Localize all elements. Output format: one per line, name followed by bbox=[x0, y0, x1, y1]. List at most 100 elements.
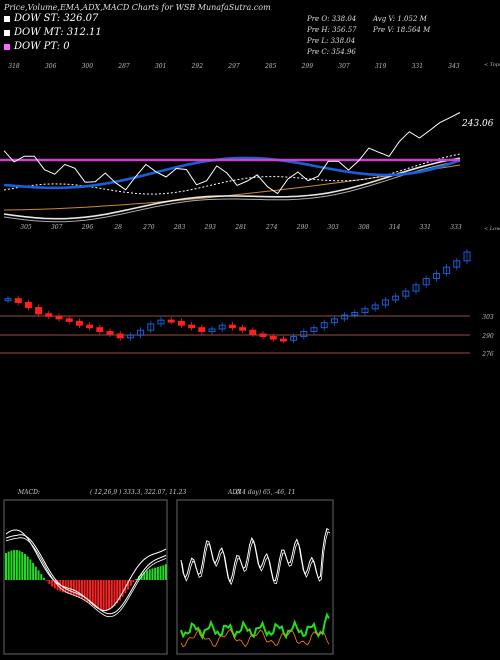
top-tick-label: 343 bbox=[448, 63, 460, 70]
candle-body bbox=[320, 322, 328, 329]
candle-body bbox=[65, 318, 73, 322]
candle-body bbox=[402, 290, 410, 297]
macd-histogram-bar bbox=[40, 574, 43, 580]
bottom-tick-label: 303 bbox=[327, 224, 339, 231]
candle-body bbox=[167, 319, 175, 323]
macd-histogram-bar bbox=[99, 580, 102, 610]
pre-low: Pre L: 338.04 bbox=[307, 37, 356, 45]
macd-histogram-bar bbox=[165, 564, 167, 580]
macd-title: MACD: bbox=[17, 489, 40, 496]
bottom-tick-label: 314 bbox=[389, 224, 401, 231]
candle-body bbox=[218, 324, 226, 330]
bottom-tick-label: 308 bbox=[358, 224, 370, 231]
candle-body bbox=[116, 333, 124, 339]
candle-body bbox=[371, 304, 379, 310]
macd-histogram-bar bbox=[83, 580, 86, 601]
top-tick-label: 299 bbox=[301, 63, 314, 70]
top-tick-label: 292 bbox=[191, 63, 204, 70]
bottom-tick-label: 290 bbox=[296, 224, 309, 231]
dow-pt-label: DOW PT: 0 bbox=[14, 41, 70, 52]
candle-body bbox=[208, 328, 216, 332]
top-tick-label: 318 bbox=[8, 63, 20, 70]
candle-body bbox=[341, 314, 349, 320]
dow-mt-legend: DOW MT: 312.11 bbox=[4, 27, 102, 38]
macd-histogram-bar bbox=[118, 580, 121, 601]
lows-label: < Lows bbox=[484, 226, 500, 232]
bottom-tick-label: 307 bbox=[51, 224, 63, 231]
macd-histogram-bar bbox=[89, 580, 92, 604]
macd-histogram-bar bbox=[45, 580, 48, 582]
macd-histogram-bar bbox=[23, 553, 26, 580]
minus-di-line bbox=[180, 628, 330, 648]
bottom-tick-label: 305 bbox=[20, 224, 32, 231]
plus-di-line bbox=[180, 612, 330, 640]
candle-body bbox=[228, 324, 236, 329]
dow-mt-label: DOW MT: 312.11 bbox=[14, 27, 102, 38]
macd-signal-line bbox=[5, 537, 167, 618]
ema-longest-line bbox=[3, 164, 461, 211]
dow-st-swatch bbox=[4, 15, 10, 22]
bottom-tick-label: 331 bbox=[420, 224, 431, 231]
adx-line bbox=[180, 527, 330, 583]
candle-body bbox=[35, 307, 43, 315]
tops-label: < Tops bbox=[484, 62, 500, 68]
dow-pt-swatch bbox=[4, 43, 10, 50]
candle-body bbox=[443, 266, 451, 274]
macd-histogram-bar bbox=[10, 550, 13, 580]
adx-panel-frame bbox=[176, 499, 334, 655]
top-tick-label: 301 bbox=[155, 63, 166, 70]
price-level-label: 290 bbox=[481, 333, 494, 340]
candle-body bbox=[392, 295, 400, 301]
macd-histogram-bar bbox=[151, 568, 154, 580]
candle-body bbox=[4, 298, 12, 302]
candle-body bbox=[239, 327, 247, 331]
macd-histogram-bar bbox=[13, 549, 16, 580]
candle-body bbox=[453, 260, 461, 268]
candle-body bbox=[290, 336, 298, 341]
macd-histogram-bar bbox=[113, 580, 116, 607]
bottom-tick-label: 281 bbox=[234, 224, 246, 231]
macd-histogram-bar bbox=[116, 580, 119, 604]
macd-histogram-bar bbox=[108, 580, 111, 610]
dow-mt-swatch bbox=[4, 29, 10, 36]
macd-histogram-bar bbox=[32, 562, 35, 580]
macd-histogram-bar bbox=[70, 580, 73, 595]
macd-histogram-bar bbox=[129, 580, 132, 586]
candle-body bbox=[330, 318, 338, 324]
top-tick-label: 307 bbox=[338, 63, 350, 70]
candle-body bbox=[259, 333, 267, 338]
macd-signal-line bbox=[5, 534, 167, 615]
candle-body bbox=[361, 308, 369, 314]
macd-histogram-bar bbox=[21, 551, 24, 580]
candle-body bbox=[96, 327, 104, 332]
pre-high: Pre H: 356.57 bbox=[307, 26, 357, 34]
top-tick-label: 285 bbox=[264, 63, 277, 70]
bottom-tick-label: 28 bbox=[113, 224, 122, 231]
candle-body bbox=[351, 312, 359, 316]
ema-short-line bbox=[3, 156, 461, 190]
ema-long-line bbox=[3, 160, 461, 223]
top-tick-label: 319 bbox=[375, 63, 387, 70]
candle-body bbox=[300, 330, 308, 338]
macd-histogram-bar bbox=[91, 580, 94, 606]
pre-close: Pre C: 354.96 bbox=[307, 48, 356, 56]
macd-histogram-bar bbox=[42, 577, 45, 580]
macd-histogram-bar bbox=[26, 556, 29, 580]
price-line bbox=[3, 112, 461, 195]
macd-histogram-bar bbox=[110, 580, 113, 609]
macd-histogram-bar bbox=[127, 580, 130, 590]
candle-body bbox=[147, 323, 155, 331]
macd-histogram-bar bbox=[7, 551, 10, 580]
candle-body bbox=[269, 336, 277, 340]
macd-histogram-bar bbox=[37, 570, 40, 580]
candle-body bbox=[381, 299, 389, 306]
candle-body bbox=[55, 315, 63, 320]
macd-histogram-bar bbox=[159, 566, 162, 580]
candle-body bbox=[198, 327, 206, 332]
macd-histogram-bar bbox=[67, 580, 70, 594]
macd-histogram-bar bbox=[162, 565, 165, 580]
candle-body bbox=[188, 324, 196, 329]
candle-body bbox=[86, 324, 94, 329]
candle-body bbox=[422, 277, 430, 286]
macd-histogram-bar bbox=[5, 553, 7, 580]
